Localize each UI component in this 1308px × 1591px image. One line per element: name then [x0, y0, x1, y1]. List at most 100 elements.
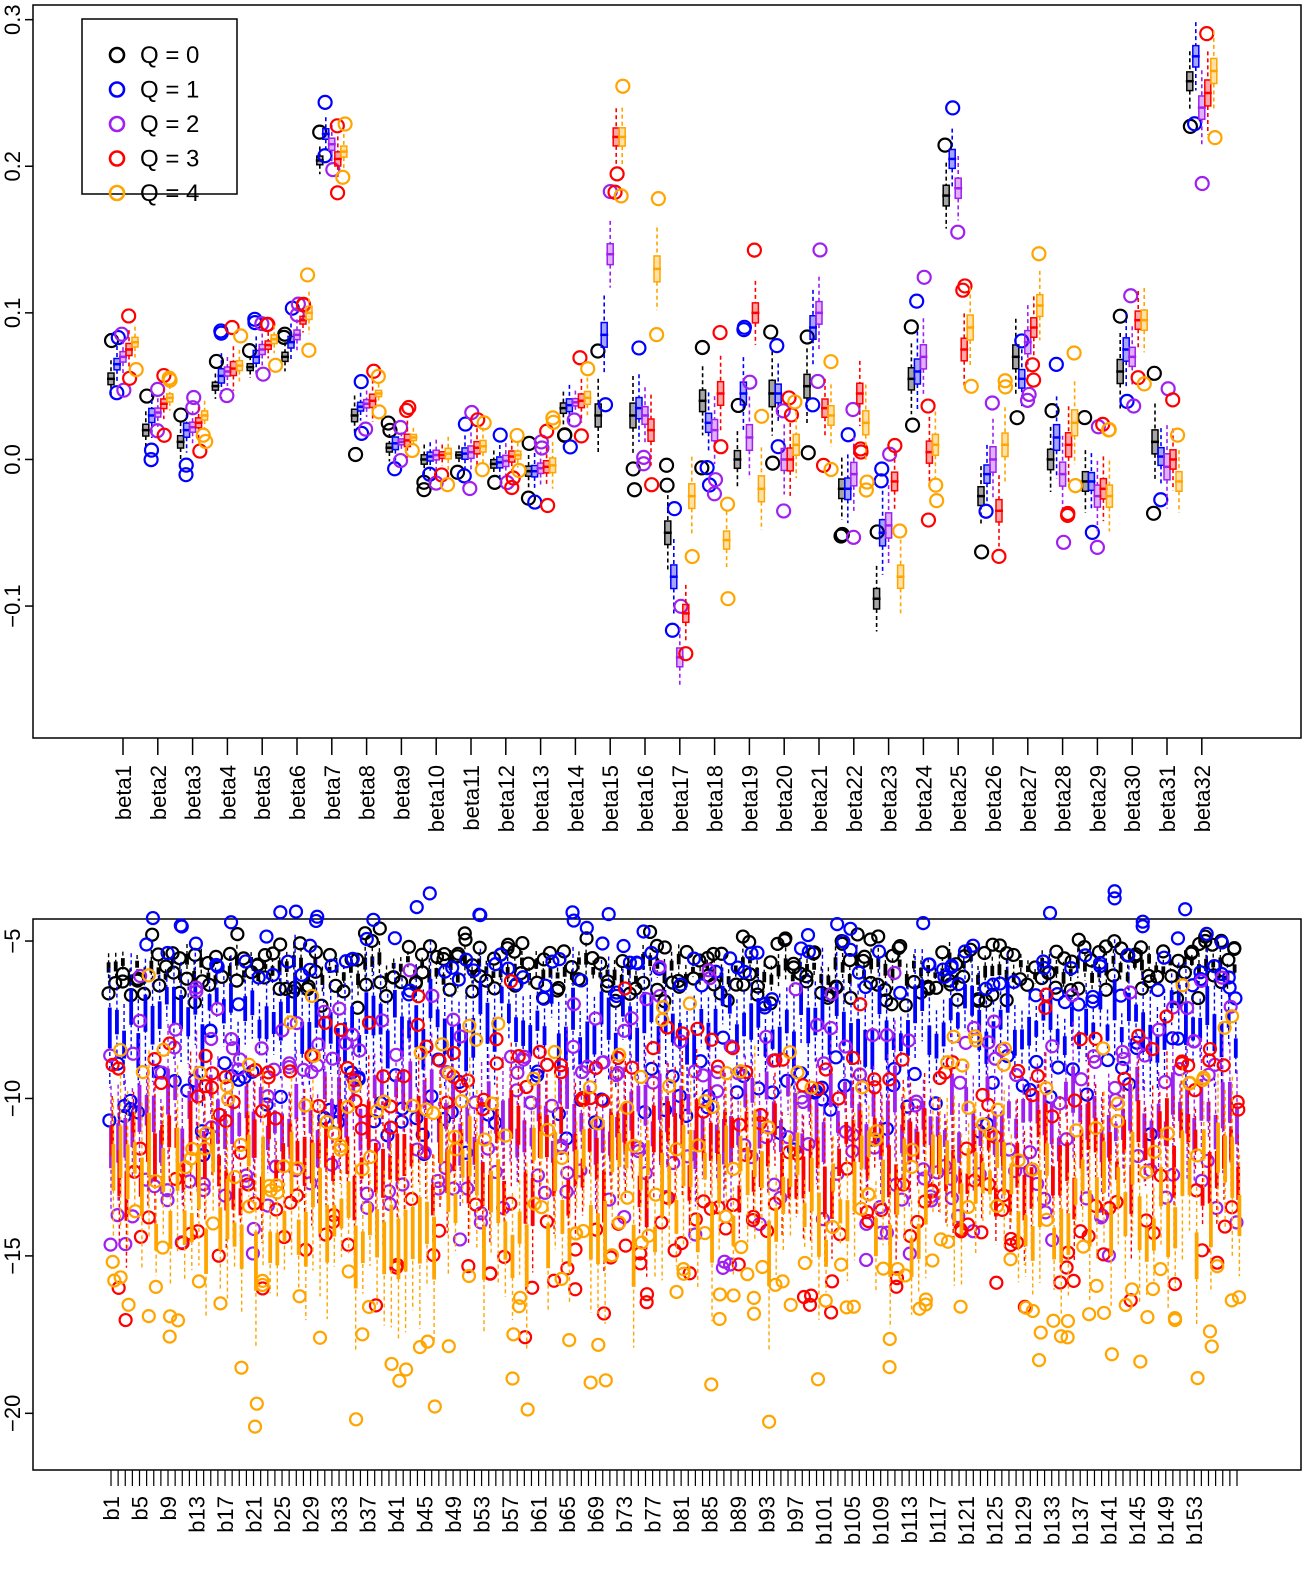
x-tick-label: b133: [1040, 1496, 1065, 1545]
q1-outlier: [530, 1064, 545, 1079]
q3-outlier: [588, 1060, 603, 1076]
x-tick-label: b61: [527, 1496, 552, 1533]
q4-outlier: [1204, 1339, 1219, 1354]
x-tick-label: beta29: [1085, 765, 1110, 832]
q4-box: [211, 1129, 216, 1173]
q4-box: [631, 1224, 636, 1287]
q4-outlier: [983, 1126, 998, 1141]
q0-outlier: [437, 946, 452, 962]
q0-box: [769, 974, 774, 985]
q4-box: [446, 1149, 451, 1213]
q4-outlier: [491, 1016, 506, 1031]
q4-box: [1094, 1177, 1099, 1219]
q4-outlier: [961, 1100, 976, 1115]
q3-outlier: [446, 1045, 461, 1061]
q4-box: [1166, 1202, 1171, 1257]
q4-outlier: [290, 1161, 305, 1176]
y-tick-label: −10: [0, 1080, 25, 1117]
q4-box: [1109, 1204, 1114, 1256]
q4-outlier: [1089, 1278, 1104, 1293]
q1-box: [307, 1022, 312, 1056]
y-tick-label: 0.3: [0, 4, 25, 35]
q1-outlier: [736, 322, 752, 338]
q3-outlier: [489, 1032, 504, 1047]
q1-box: [1119, 1027, 1124, 1043]
q4-outlier: [340, 1099, 355, 1114]
q0-outlier: [222, 946, 238, 962]
q4-outlier: [882, 1331, 897, 1347]
q1-box: [499, 986, 504, 1004]
q0-outlier: [230, 927, 245, 942]
q2-outlier: [702, 970, 718, 986]
q3-outlier: [268, 1111, 283, 1126]
q3-box: [737, 1185, 742, 1213]
q4-outlier: [754, 408, 770, 424]
q4-box: [1216, 1122, 1220, 1173]
q4-outlier: [719, 1066, 734, 1081]
q0-box: [113, 961, 118, 972]
q2-outlier: [289, 1016, 304, 1031]
q1-outlier: [1064, 961, 1079, 976]
q1-box: [727, 996, 732, 1014]
q3-box: [773, 1103, 777, 1136]
q2-box: [1199, 1078, 1204, 1121]
q1-box: [478, 980, 483, 1015]
q2-outlier: [254, 1041, 269, 1056]
q0-box: [363, 957, 368, 970]
q0-outlier: [386, 970, 401, 985]
q0-outlier: [1009, 410, 1025, 426]
q3-outlier: [404, 1191, 419, 1207]
q4-outlier: [1133, 1354, 1148, 1369]
q3-box: [530, 1177, 535, 1226]
q2-box: [379, 1071, 384, 1099]
x-tick-label: beta15: [598, 765, 623, 832]
q3-outlier: [1231, 1102, 1246, 1117]
q2-outlier: [723, 1039, 739, 1054]
q3-outlier: [553, 1058, 569, 1073]
q4-outlier: [782, 1045, 797, 1060]
q2-outlier: [952, 1075, 968, 1090]
q1-outlier: [353, 425, 370, 441]
q4-outlier: [1182, 1076, 1197, 1091]
q0-outlier: [1049, 944, 1064, 959]
q1-outlier: [566, 913, 581, 928]
q0-outlier: [272, 981, 287, 996]
q4-outlier: [676, 1262, 691, 1277]
q3-outlier: [340, 1060, 355, 1076]
q3-outlier: [718, 1221, 733, 1236]
q4-outlier: [105, 1254, 120, 1269]
q1-box: [364, 992, 369, 1034]
q4-box: [895, 1189, 900, 1216]
q1-box: [385, 1030, 390, 1069]
q4-box: [859, 1135, 864, 1169]
q2-outlier: [673, 598, 689, 614]
q4-outlier: [219, 1078, 235, 1094]
q3-outlier: [318, 1015, 333, 1030]
q4-outlier: [569, 1226, 584, 1241]
x-tick-label: b17: [213, 1496, 238, 1533]
q1-outlier: [302, 938, 318, 953]
q0-outlier: [1077, 409, 1093, 426]
q3-outlier: [920, 512, 937, 528]
q4-outlier: [461, 1268, 477, 1284]
q4-outlier: [298, 1098, 313, 1113]
q4-outlier: [1207, 130, 1223, 146]
q2-outlier: [706, 486, 723, 502]
q2-outlier: [1089, 539, 1105, 555]
q1-outlier: [851, 965, 867, 980]
q2-outlier: [510, 1065, 525, 1080]
q3-outlier: [625, 1060, 640, 1075]
q0-outlier: [694, 339, 710, 356]
y-tick-label: −20: [0, 1395, 25, 1432]
q1-box: [271, 1011, 276, 1034]
q4-outlier: [963, 378, 979, 394]
q3-box: [1165, 1098, 1169, 1147]
q3-box: [181, 1163, 186, 1190]
q1-outlier: [916, 916, 931, 931]
x-tick-label: b89: [726, 1496, 751, 1533]
x-tick-label: beta32: [1190, 765, 1215, 832]
q0-outlier: [599, 978, 615, 993]
q1-outlier: [935, 962, 951, 977]
y-tick-label: −5: [0, 928, 25, 953]
q4-box: [1151, 1218, 1156, 1251]
